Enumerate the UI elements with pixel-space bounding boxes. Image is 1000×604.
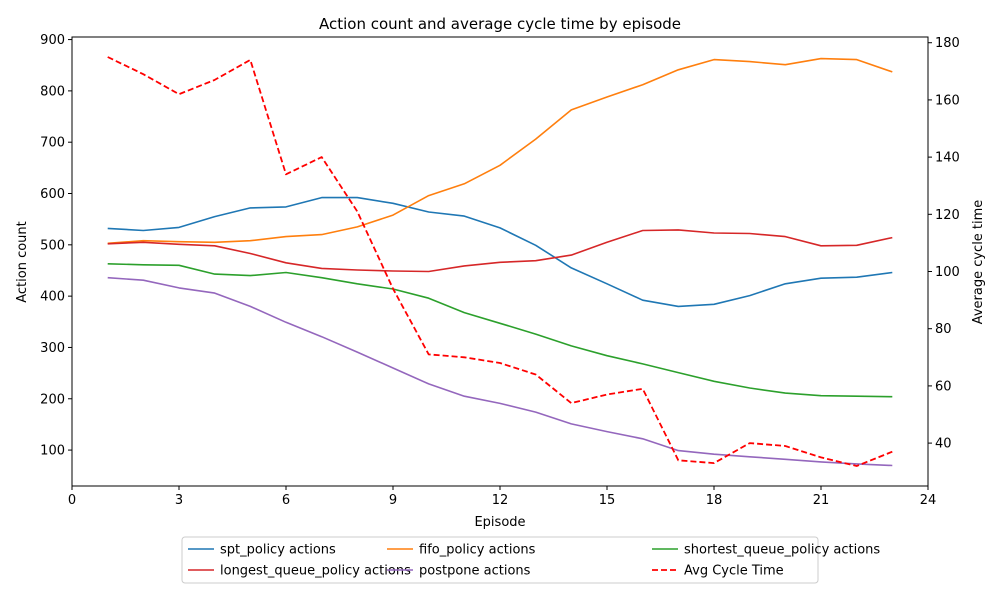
x-tick-label: 0 (68, 493, 76, 508)
y-tick-label: 300 (40, 341, 65, 356)
y2-tick-label: 160 (935, 93, 960, 108)
y-tick-label: 100 (40, 444, 65, 459)
legend-label-1: fifo_policy actions (419, 543, 536, 558)
y-tick-label: 200 (40, 392, 65, 407)
x-tick-label: 6 (282, 493, 290, 508)
plot-lines (107, 56, 893, 467)
x-tick-label: 21 (813, 493, 830, 508)
y2-tick-label: 40 (935, 437, 952, 452)
y-tick-label: 700 (40, 136, 65, 151)
y-tick-label: 900 (40, 33, 65, 48)
y2-tick-label: 140 (935, 151, 960, 166)
x-tick-label: 3 (175, 493, 183, 508)
series-line-4 (107, 276, 893, 467)
x-tick-label: 24 (920, 493, 937, 508)
y2-tick-label: 120 (935, 208, 960, 223)
y-tick-label: 800 (40, 84, 65, 99)
y2-tick-label: 60 (935, 379, 952, 394)
x-tick-label: 9 (389, 493, 397, 508)
legend-label-3: longest_queue_policy actions (220, 564, 411, 579)
legend-label-2: shortest_queue_policy actions (684, 543, 880, 558)
series-line-1 (107, 57, 893, 245)
legend-label-0: spt_policy actions (220, 543, 336, 558)
y-tick-label: 500 (40, 238, 65, 253)
legend-label-4: postpone actions (419, 564, 531, 579)
y-tick-label: 600 (40, 187, 65, 202)
x-tick-label: 15 (599, 493, 616, 508)
x-tick-label: 18 (706, 493, 723, 508)
axes: 0 3 6 9 12 15 18 21 24 100 200 300 400 500 600 700 800 90… (40, 33, 960, 508)
legend: spt_policy actions fifo_policy actions sho… (181, 536, 880, 584)
y2-axis-label: Average cycle time (971, 200, 986, 325)
y2-tick-label: 80 (935, 322, 952, 337)
x-axis-label: Episode (474, 515, 525, 530)
y-tick-label: 400 (40, 290, 65, 305)
y-axis-label: Action count (15, 221, 30, 303)
y2-tick-label: 100 (935, 265, 960, 280)
legend-label-5: Avg Cycle Time (684, 564, 784, 579)
series-line-3 (107, 229, 893, 273)
series-line-2 (107, 263, 893, 398)
series-line-0 (107, 196, 893, 308)
chart-title: Action count and average cycle time by e… (319, 15, 681, 33)
series-line-5 (107, 56, 893, 467)
x-tick-label: 12 (492, 493, 509, 508)
y2-tick-label: 180 (935, 36, 960, 51)
